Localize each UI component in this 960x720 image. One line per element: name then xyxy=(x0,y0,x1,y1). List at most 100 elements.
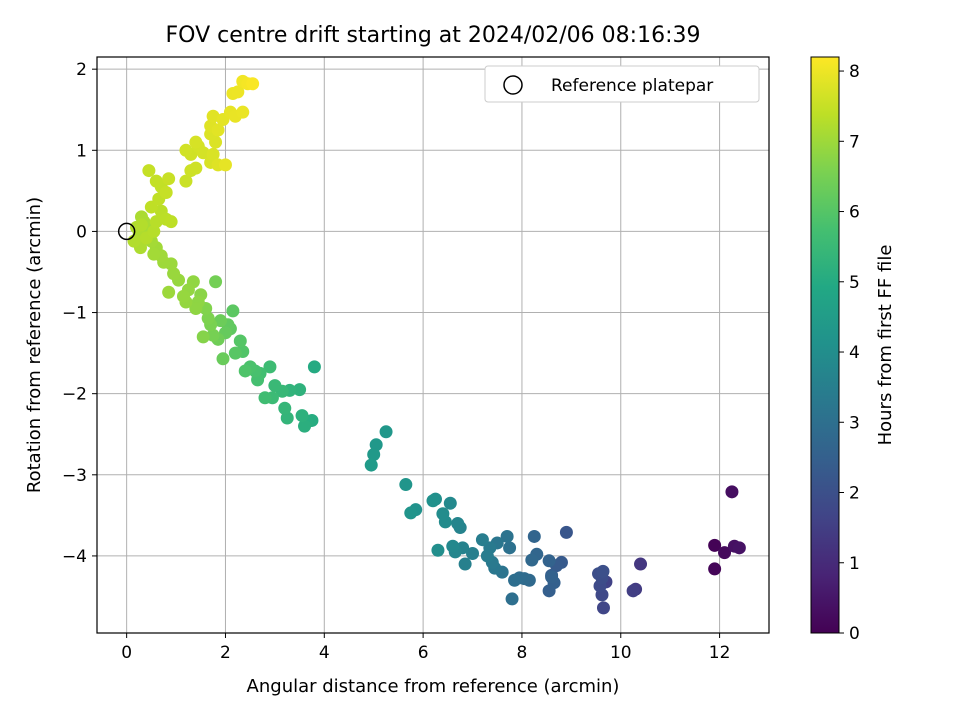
scatter-point xyxy=(246,77,260,91)
scatter-point xyxy=(142,164,156,178)
scatter-point xyxy=(708,538,722,552)
x-axis-ticks: 0 2 4 6 8 10 12 xyxy=(121,633,730,663)
colorbar-tick-label: 1 xyxy=(849,554,860,574)
scatter-point xyxy=(293,383,307,397)
x-tick-label: 12 xyxy=(709,643,731,663)
scatter-point xyxy=(458,557,472,571)
scatter-point xyxy=(206,328,220,342)
colorbar-tick-label: 6 xyxy=(849,203,860,223)
y-tick-label: −4 xyxy=(62,547,87,567)
scatter-point xyxy=(426,494,440,508)
y-tick-label: −1 xyxy=(62,304,87,324)
x-tick-label: 2 xyxy=(220,643,231,663)
scatter-point xyxy=(147,224,161,238)
scatter-point xyxy=(196,146,210,160)
scatter-point xyxy=(500,529,514,543)
scatter-point xyxy=(159,185,173,199)
legend-box xyxy=(484,65,760,103)
x-tick-label: 8 xyxy=(517,643,528,663)
scatter-point xyxy=(231,85,245,99)
scatter-point xyxy=(446,539,460,553)
scatter-point xyxy=(431,543,445,557)
scatter-point xyxy=(367,448,381,462)
scatter-point xyxy=(307,360,321,374)
scatter-point xyxy=(238,364,252,378)
scatter-point xyxy=(634,557,648,571)
scatter-point xyxy=(596,601,610,615)
scatter-point xyxy=(216,352,230,366)
colorbar-tick-label: 4 xyxy=(849,343,860,363)
colorbar-tick-label: 0 xyxy=(849,624,860,644)
colorbar-ticks: 0 1 2 3 4 5 6 7 8 xyxy=(839,62,860,644)
scatter-point xyxy=(201,311,215,325)
x-tick-label: 4 xyxy=(319,643,330,663)
scatter-point xyxy=(211,123,225,137)
scatter-point xyxy=(179,143,193,157)
legend-entry-reference-platepar: Reference platepar xyxy=(551,76,713,96)
colorbar: 0 1 2 3 4 5 6 7 8 Hours from first FF file xyxy=(810,56,896,644)
scatter-point xyxy=(162,172,176,186)
scatter-point xyxy=(258,391,272,405)
y-axis-label: Rotation from reference (arcmin) xyxy=(24,197,45,493)
scatter-point xyxy=(206,147,220,161)
y-tick-label: −2 xyxy=(62,385,87,405)
scatter-point xyxy=(280,411,294,425)
scatter-point xyxy=(626,584,640,598)
scatter-point xyxy=(379,425,393,439)
scatter-point xyxy=(503,541,517,555)
scatter-point xyxy=(189,301,203,315)
scatter-point xyxy=(278,401,292,415)
scatter-point xyxy=(369,438,383,452)
y-tick-label: 2 xyxy=(76,60,87,80)
colorbar-tick-label: 8 xyxy=(849,62,860,82)
scatter-points xyxy=(127,74,746,615)
scatter-point xyxy=(127,234,141,248)
scatter-point xyxy=(732,541,746,555)
scatter-point xyxy=(268,379,282,393)
scatter-point xyxy=(527,529,541,543)
chart-title: FOV centre drift starting at 2024/02/06 … xyxy=(166,23,701,48)
reference-platepar-marker xyxy=(117,222,136,241)
scatter-point xyxy=(179,174,193,188)
scatter-point xyxy=(189,135,203,149)
scatter-point xyxy=(295,409,309,423)
scatter-point xyxy=(149,174,163,188)
colorbar-tick-label: 7 xyxy=(849,132,860,152)
scatter-point xyxy=(404,506,418,520)
scatter-point xyxy=(149,215,163,229)
scatter-point xyxy=(176,289,190,303)
plot-frame xyxy=(96,56,770,634)
scatter-point xyxy=(451,516,465,530)
scatter-point xyxy=(226,304,240,318)
scatter-point xyxy=(196,330,210,344)
legend: Reference platepar xyxy=(484,65,760,103)
y-tick-label: 0 xyxy=(76,222,87,242)
scatter-point xyxy=(545,570,559,584)
scatter-point xyxy=(189,161,203,175)
colorbar-label: Hours from first FF file xyxy=(875,245,896,446)
scatter-point xyxy=(443,496,457,510)
scatter-point xyxy=(399,478,413,492)
scatter-point xyxy=(596,564,610,578)
scatter-point xyxy=(164,215,178,229)
x-tick-label: 0 xyxy=(121,643,132,663)
scatter-point xyxy=(298,419,312,433)
scatter-point xyxy=(725,485,739,499)
scatter-point xyxy=(505,592,519,606)
scatter-point xyxy=(134,218,148,232)
scatter-point xyxy=(206,109,220,123)
colorbar-tick-label: 5 xyxy=(849,273,860,293)
scatter-point xyxy=(162,285,176,299)
scatter-point xyxy=(167,267,181,281)
scatter-point xyxy=(214,314,228,328)
x-axis-label: Angular distance from reference (arcmin) xyxy=(247,676,620,697)
scatter-point xyxy=(364,458,378,472)
legend-marker-icon xyxy=(503,75,523,95)
y-tick-label: 1 xyxy=(76,141,87,161)
scatter-point xyxy=(147,247,161,261)
scatter-point xyxy=(466,546,480,560)
scatter-point xyxy=(209,275,223,289)
scatter-point xyxy=(263,360,277,374)
scatter-point xyxy=(708,562,722,576)
